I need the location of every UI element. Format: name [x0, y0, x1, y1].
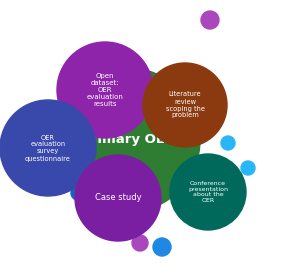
Text: Conference
presentation
about the
OER: Conference presentation about the OER — [188, 181, 228, 203]
Text: Primary OER: Primary OER — [81, 133, 175, 147]
Text: OER
evaluation
survey
questionnaire: OER evaluation survey questionnaire — [25, 134, 71, 161]
Circle shape — [59, 99, 77, 117]
Circle shape — [0, 100, 96, 196]
Circle shape — [132, 235, 148, 251]
Circle shape — [57, 42, 153, 138]
Circle shape — [170, 154, 246, 230]
Circle shape — [143, 63, 227, 147]
Circle shape — [153, 238, 171, 256]
Circle shape — [201, 11, 219, 29]
Text: Open
dataset:
OER
evaluation
results: Open dataset: OER evaluation results — [87, 73, 123, 107]
Circle shape — [221, 136, 235, 150]
Circle shape — [75, 155, 161, 241]
Circle shape — [56, 68, 200, 212]
Circle shape — [71, 186, 85, 200]
Circle shape — [241, 161, 255, 175]
Circle shape — [189, 123, 207, 141]
Text: Literature
review
scoping the
problem: Literature review scoping the problem — [166, 92, 205, 119]
Text: Case study: Case study — [95, 194, 141, 202]
